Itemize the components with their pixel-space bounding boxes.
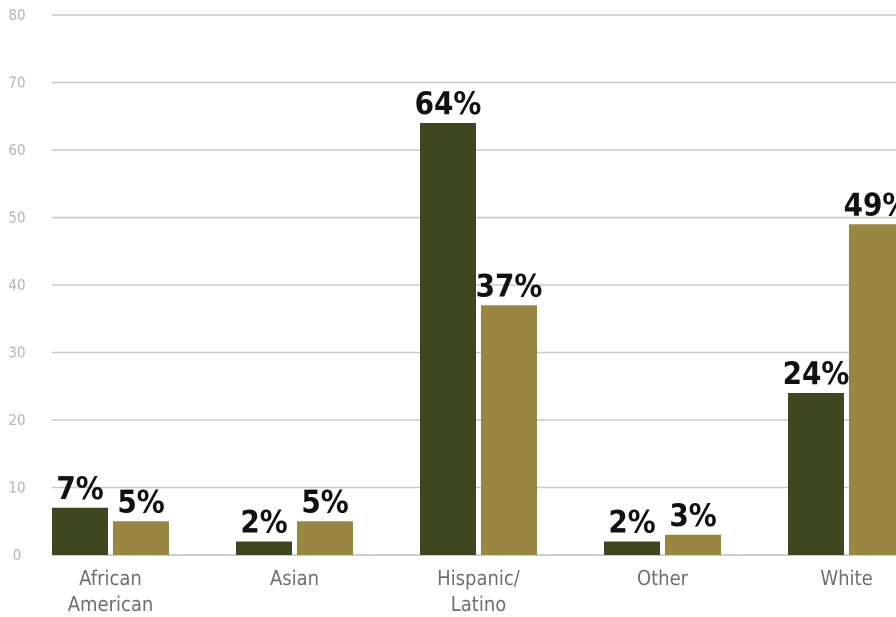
y-tick-label: 0: [13, 546, 22, 564]
y-tick-label: 40: [8, 276, 25, 294]
data-label: 5%: [301, 484, 348, 520]
data-label: 7%: [56, 471, 103, 507]
bar: [52, 507, 108, 555]
bar: [113, 521, 169, 555]
bar: [420, 123, 476, 555]
data-label: 2%: [240, 505, 287, 541]
data-label: 24%: [783, 356, 850, 392]
category-label: Hispanic/: [437, 566, 521, 590]
bar: [236, 541, 292, 555]
bar: [665, 534, 721, 555]
data-label: 2%: [608, 505, 655, 541]
bar: [788, 393, 844, 555]
data-label: 64%: [415, 86, 482, 122]
category-label: Other: [637, 566, 689, 590]
y-tick-label: 30: [8, 344, 25, 362]
data-label: 5%: [117, 484, 164, 520]
category-label: African: [79, 566, 142, 590]
category-label: American: [68, 592, 154, 616]
category-label: White: [820, 566, 872, 590]
category-label: Latino: [451, 592, 507, 616]
y-tick-label: 50: [8, 209, 25, 227]
bar: [604, 541, 660, 555]
y-tick-label: 10: [8, 479, 25, 497]
y-tick-label: 60: [8, 141, 25, 159]
y-tick-label: 70: [8, 74, 25, 92]
y-tick-label: 20: [8, 411, 25, 429]
data-label: 49%: [844, 187, 896, 223]
y-tick-label: 80: [8, 6, 25, 24]
bar: [849, 224, 896, 555]
bar: [297, 521, 353, 555]
category-label: Asian: [270, 566, 319, 590]
bar: [481, 305, 537, 555]
data-label: 3%: [669, 498, 716, 534]
data-label: 37%: [476, 268, 543, 304]
